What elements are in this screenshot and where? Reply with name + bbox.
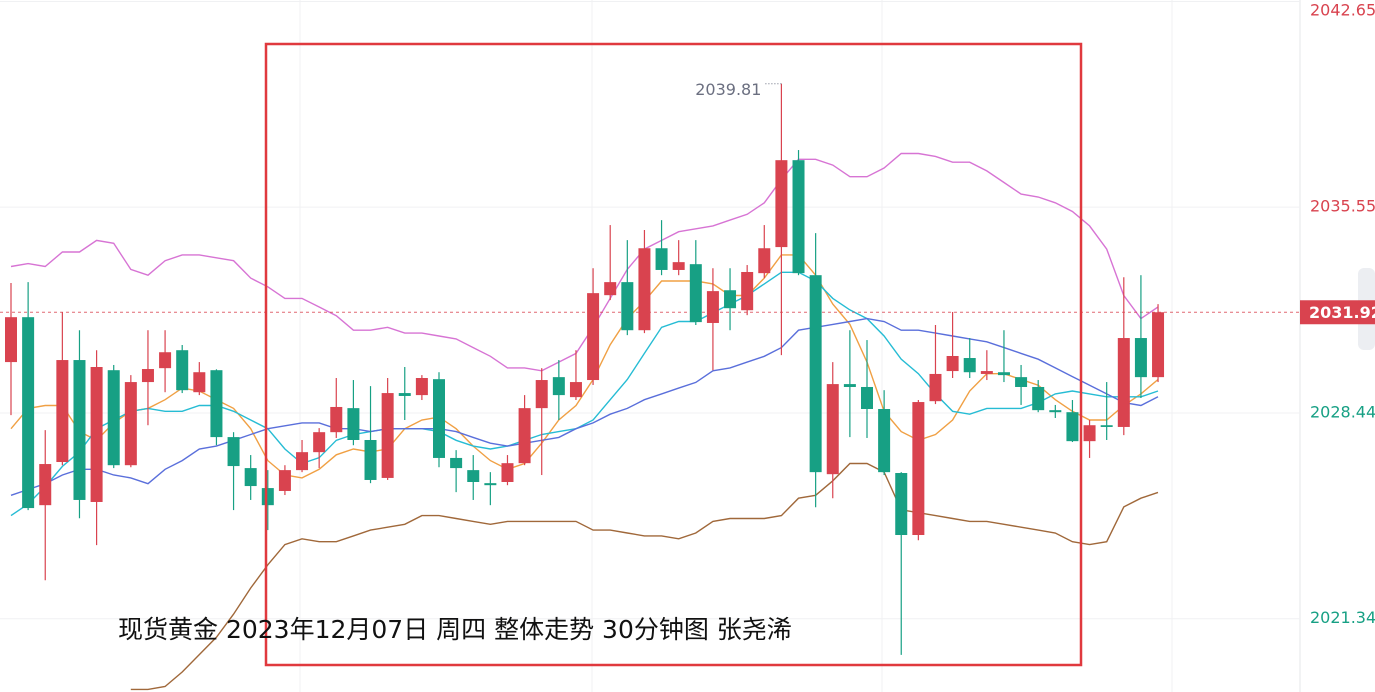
vertical-grid — [299, 0, 1173, 692]
candle-body — [843, 384, 856, 387]
candle-body — [706, 291, 719, 323]
candle-body — [1100, 425, 1113, 427]
candle-body — [261, 488, 274, 506]
candle-body — [210, 370, 223, 438]
candle-body — [381, 393, 394, 478]
candle-body — [330, 406, 343, 433]
candle-body — [980, 371, 993, 374]
y-tick-label: 2028.44 — [1310, 403, 1375, 422]
candle-body — [159, 352, 172, 369]
candle-body — [1066, 412, 1079, 442]
candle-body — [278, 470, 291, 491]
candle-body — [518, 408, 531, 464]
candle-body — [535, 380, 548, 409]
y-axis: 2021.34 2028.44 2035.55 2042.65 2031.92 — [1300, 1, 1375, 627]
candle-body — [450, 457, 463, 469]
candle-body — [775, 160, 788, 248]
candle-body — [501, 463, 514, 482]
candle-body — [1083, 425, 1096, 442]
candle-body — [313, 432, 326, 453]
candle-body — [467, 470, 480, 482]
candle-body — [638, 248, 651, 331]
candle-body — [1134, 338, 1147, 378]
candle-body — [878, 409, 891, 473]
candle-body — [792, 160, 805, 274]
candle-body — [141, 369, 154, 383]
candle-body — [1015, 377, 1028, 387]
highlight-box — [264, 42, 1083, 667]
indicator-line — [10, 317, 1159, 496]
y-tick-label: 2035.55 — [1310, 197, 1375, 216]
candle-body — [1152, 312, 1165, 378]
candle-body — [963, 358, 976, 373]
candle-body — [587, 293, 600, 381]
candle-body — [758, 248, 771, 274]
candles: 2039.81 — [0, 80, 1300, 655]
candle-body — [895, 473, 908, 536]
last-price-tag — [1300, 300, 1375, 325]
candle-body — [912, 402, 925, 536]
candle-body — [484, 483, 497, 486]
candle-body — [621, 282, 634, 331]
candle-body — [244, 468, 257, 487]
candle-body — [741, 271, 754, 311]
candle-body — [826, 384, 839, 475]
high-label: 2039.81 — [695, 80, 761, 99]
candle-body — [39, 464, 52, 506]
indicator-lines — [10, 152, 1159, 691]
candle-body — [689, 264, 702, 323]
y-tick-label: 2042.65 — [1310, 1, 1375, 20]
candle-body — [364, 439, 377, 480]
candle-body — [347, 408, 360, 440]
candle-body — [946, 355, 959, 372]
last-price-label: 2031.92 — [1309, 303, 1375, 322]
candle-body — [107, 370, 120, 466]
candle-body — [929, 373, 942, 402]
candle-body — [1117, 338, 1130, 427]
candle-body — [176, 350, 189, 391]
candle-body — [227, 437, 240, 467]
candle-body — [1049, 410, 1062, 413]
candle-body — [433, 379, 445, 458]
indicator-line — [10, 271, 1159, 517]
y-tick-label: 2021.34 — [1310, 608, 1375, 627]
candle-body — [809, 275, 822, 473]
indicator-line — [10, 254, 1159, 479]
candle-body — [861, 386, 873, 410]
candle-body — [22, 317, 35, 509]
candle-body — [73, 360, 86, 500]
candle-body — [569, 382, 582, 398]
candle-body — [296, 452, 309, 471]
candle-body — [124, 382, 137, 466]
candle-body — [655, 248, 668, 270]
candle-body — [1032, 386, 1045, 411]
candle-body — [997, 372, 1010, 376]
candle-body — [415, 378, 428, 396]
indicator-line — [10, 152, 1159, 372]
candle-body — [724, 290, 737, 309]
candle-body — [604, 282, 617, 296]
candle-body — [552, 377, 565, 396]
candle-body — [398, 393, 411, 396]
candle-body — [193, 372, 206, 393]
annotation: 现货黄金 2023年12月07日 周四 整体走势 30分钟图 张尧浠 — [118, 615, 792, 644]
candle-body — [672, 262, 685, 270]
candle-body — [56, 360, 69, 463]
candle-body — [5, 317, 17, 363]
candle-body — [90, 367, 103, 502]
indicator-line — [130, 462, 1159, 691]
